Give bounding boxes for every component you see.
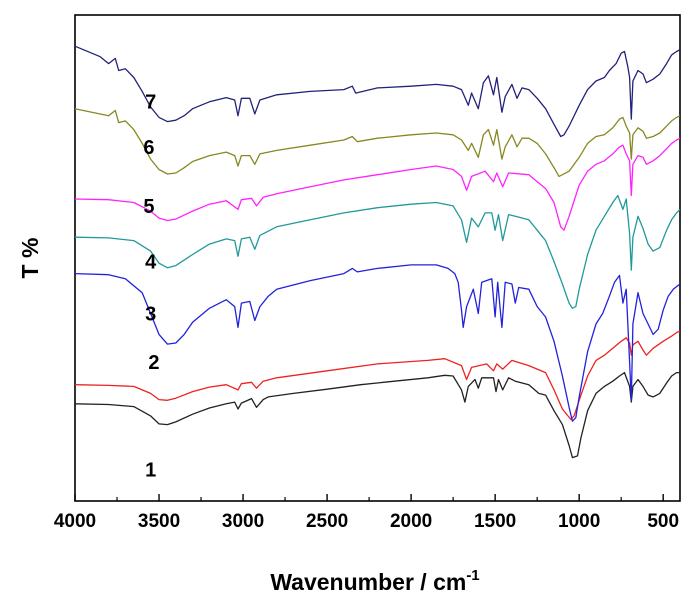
spectrum-curve-3 bbox=[74, 264, 681, 422]
spectrum-curve-7 bbox=[74, 45, 681, 138]
plot-frame bbox=[74, 14, 681, 502]
curve-label-3: 3 bbox=[145, 303, 156, 325]
x-tick-label: 1000 bbox=[558, 511, 600, 532]
spectrum-curve-6 bbox=[74, 108, 681, 178]
spectra-curves bbox=[74, 45, 681, 459]
curve-label-4: 4 bbox=[145, 251, 157, 273]
x-tick-label: 3500 bbox=[138, 511, 180, 532]
x-tick-label: 4000 bbox=[54, 511, 96, 532]
spectrum-curve-5 bbox=[74, 137, 681, 231]
x-tick-label: 2000 bbox=[390, 511, 432, 532]
y-axis-label: T % bbox=[17, 238, 43, 279]
x-axis-label-text: Wavenumber / cm bbox=[270, 569, 466, 595]
x-tick-label: 3000 bbox=[222, 511, 264, 532]
spectrum-curve-4 bbox=[74, 194, 681, 309]
curve-label-7: 7 bbox=[145, 92, 156, 114]
curve-label-6: 6 bbox=[143, 137, 154, 159]
x-axis-label-superscript: -1 bbox=[466, 567, 479, 584]
x-tick-label: 2500 bbox=[306, 511, 348, 532]
x-axis-ticks: 4000 3500 3000 2500 2000 1500 1000 500 bbox=[54, 494, 679, 532]
curve-label-2: 2 bbox=[148, 352, 159, 374]
spectrum-curve-1 bbox=[74, 371, 680, 459]
curve-label-1: 1 bbox=[145, 460, 156, 482]
x-tick-label: 500 bbox=[647, 511, 679, 532]
curve-label-5: 5 bbox=[143, 196, 154, 218]
curve-labels: 1 2 3 4 5 6 7 bbox=[143, 92, 159, 482]
x-axis-label: Wavenumber / cm-1 bbox=[270, 567, 479, 595]
x-tick-label: 1500 bbox=[474, 511, 516, 532]
